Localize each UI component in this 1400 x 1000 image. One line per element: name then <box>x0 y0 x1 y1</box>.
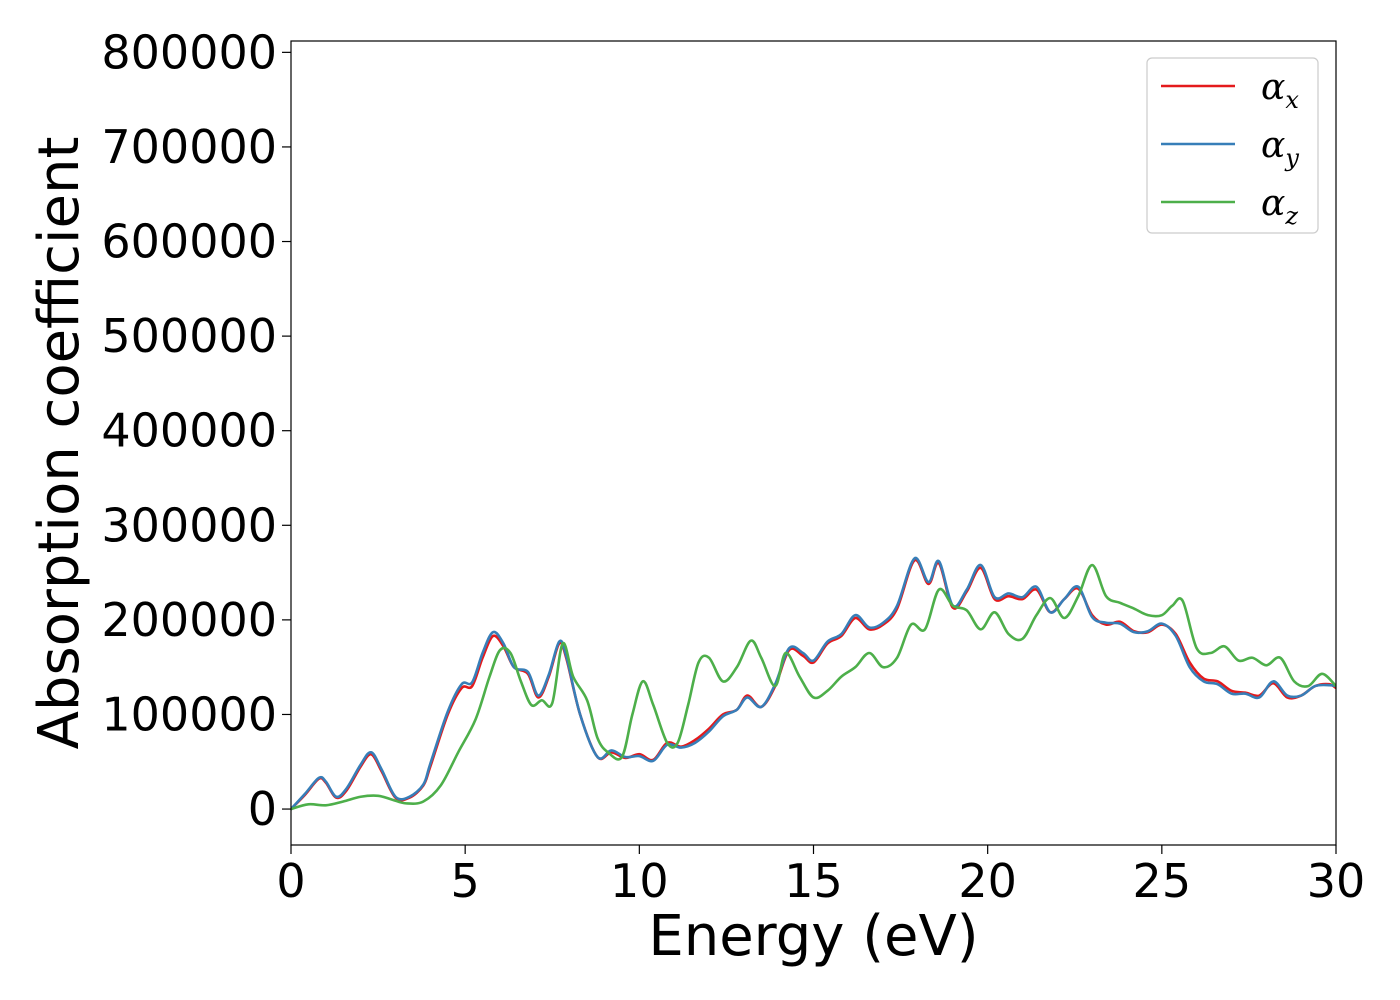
legend: αx αy αz <box>1146 57 1319 234</box>
y-tick-label: 0 <box>248 782 277 836</box>
x-tick-label: 15 <box>784 854 843 908</box>
x-tick-label: 30 <box>1307 854 1366 908</box>
x-axis-title: Energy (eV) <box>648 904 978 969</box>
x-tick-label: 25 <box>1133 854 1192 908</box>
y-tick-label: 400000 <box>101 404 277 458</box>
legend-label-x: αx <box>1261 67 1299 114</box>
legend-box <box>1146 57 1319 234</box>
x-tick-label: 0 <box>276 854 305 908</box>
x-tick-label: 20 <box>958 854 1017 908</box>
y-tick-label: 800000 <box>101 25 277 79</box>
y-tick-label: 300000 <box>101 498 277 552</box>
y-tick-label: 100000 <box>101 687 277 741</box>
y-tick-label: 500000 <box>101 309 277 363</box>
ticks-layer: 0 5 10 15 20 25 30 0 100000 200000 300000 400000 500… <box>101 25 1365 908</box>
x-tick-label: 10 <box>610 854 669 908</box>
legend-label-y: αy <box>1261 125 1299 172</box>
y-tick-label: 200000 <box>101 593 277 647</box>
series-line-y <box>291 556 1336 811</box>
x-tick-label: 5 <box>451 854 480 908</box>
series-layer <box>291 556 1336 811</box>
y-tick-label: 600000 <box>101 215 277 269</box>
y-axis-title: Absorption coefficient <box>27 137 92 750</box>
legend-label-z: αz <box>1261 183 1298 230</box>
series-line-z <box>291 563 1336 811</box>
y-tick-label: 700000 <box>101 120 277 174</box>
